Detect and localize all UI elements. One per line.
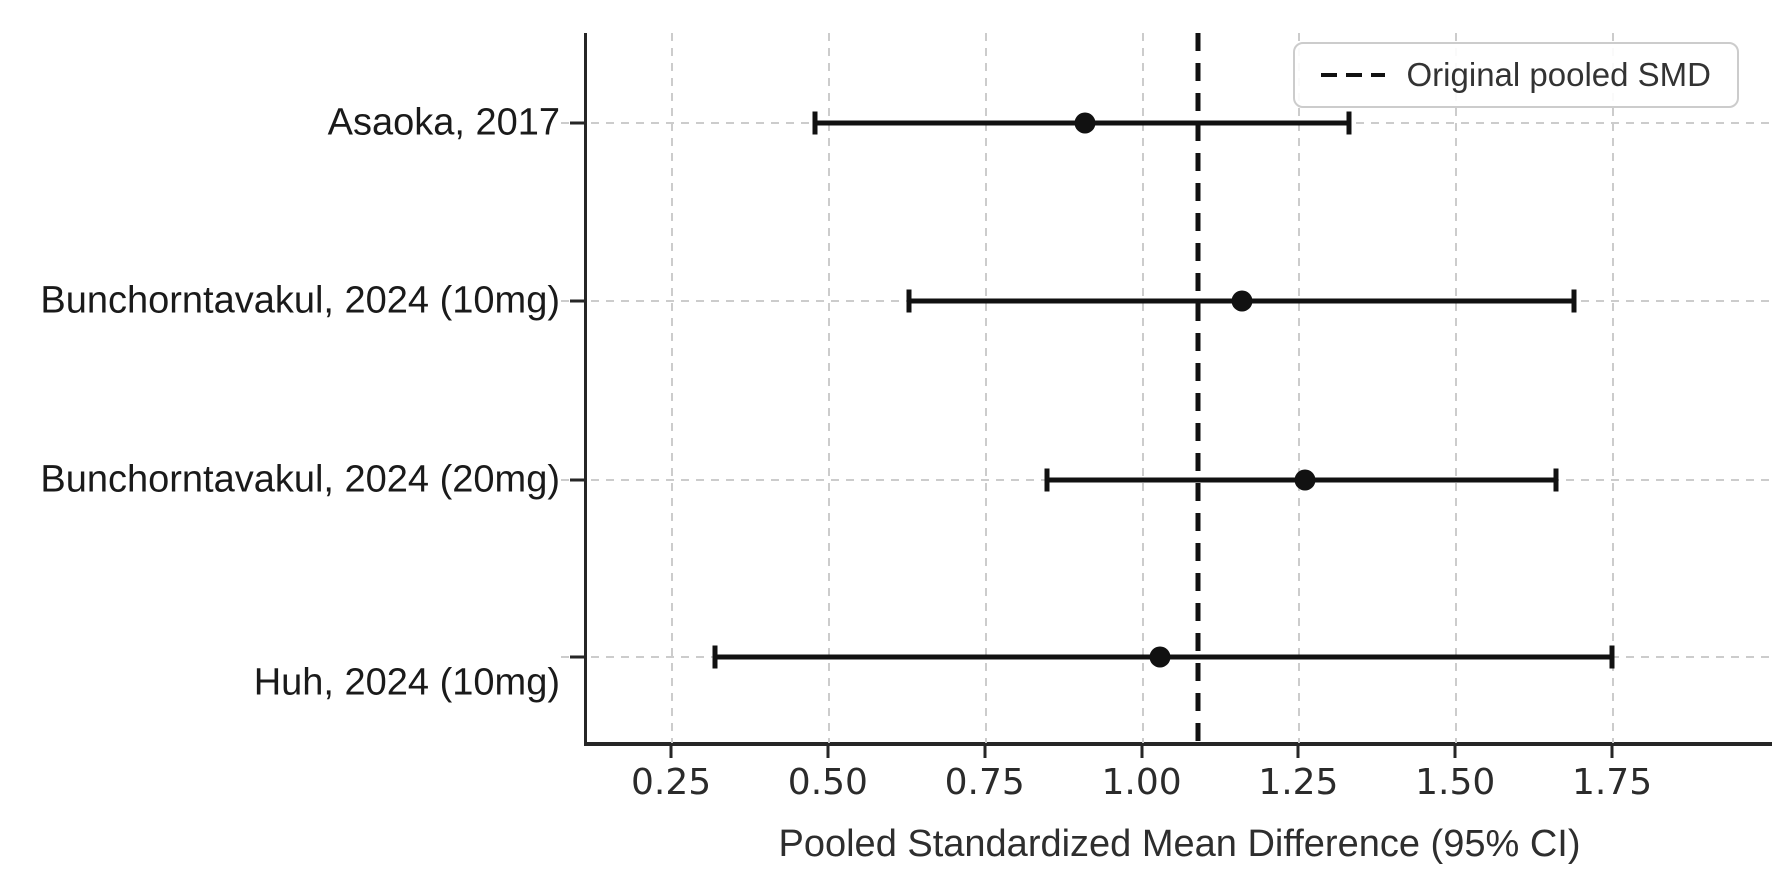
reference-line xyxy=(1195,33,1201,743)
x-tick-label: 0.25 xyxy=(630,762,712,803)
x-gridline xyxy=(1298,33,1301,743)
x-tick-mark xyxy=(669,746,673,758)
y-tick-mark xyxy=(570,121,585,125)
x-tick-mark xyxy=(1610,746,1614,758)
x-tick-mark xyxy=(1296,746,1300,758)
y-axis-spine xyxy=(584,33,587,745)
x-axis-spine xyxy=(584,742,1772,746)
ci-cap-low xyxy=(906,289,912,313)
x-tick-label: 0.75 xyxy=(944,762,1025,803)
x-gridline xyxy=(827,33,830,743)
y-tick-mark xyxy=(570,299,585,303)
x-gridline xyxy=(1455,33,1458,743)
x-tick-mark xyxy=(826,746,830,758)
ci-cap-high xyxy=(1346,111,1352,135)
dashed-line-icon xyxy=(1320,73,1385,77)
estimate-marker xyxy=(1074,112,1096,134)
x-gridline xyxy=(1612,33,1615,743)
ci-cap-low xyxy=(1044,468,1050,492)
estimate-marker xyxy=(1149,646,1171,668)
x-tick-label: 1.25 xyxy=(1258,762,1339,803)
y-axis-label: Asaoka, 2017 xyxy=(327,101,560,144)
plot-area: Original pooled SMD xyxy=(561,33,1772,743)
y-axis-label: Bunchorntavakul, 2024 (10mg) xyxy=(40,279,560,322)
estimate-marker xyxy=(1231,290,1253,312)
x-gridline xyxy=(984,33,987,743)
x-tick-mark xyxy=(1453,746,1457,758)
y-axis-labels: Asaoka, 2017 Bunchorntavakul, 2024 (10mg)… xyxy=(0,33,560,743)
x-tick-mark xyxy=(983,746,987,758)
ci-cap-high xyxy=(1553,468,1559,492)
y-tick-mark xyxy=(570,478,585,482)
ci-cap-high xyxy=(1571,289,1577,313)
x-tick-label: 1.00 xyxy=(1101,762,1182,803)
x-tick-label: 0.50 xyxy=(787,762,868,803)
ci-cap-low xyxy=(712,645,718,669)
x-gridline xyxy=(671,33,674,743)
y-tick-mark xyxy=(570,655,585,659)
y-axis-label: Bunchorntavakul, 2024 (20mg) xyxy=(40,458,560,501)
ci-cap-low xyxy=(812,111,818,135)
ci-cap-high xyxy=(1609,645,1615,669)
x-gridline xyxy=(1141,33,1144,743)
estimate-marker xyxy=(1294,469,1316,491)
y-axis-label: Huh, 2024 (10mg) xyxy=(253,661,560,704)
x-tick-label: 1.50 xyxy=(1415,762,1496,803)
x-axis-title: Pooled Standardized Mean Difference (95%… xyxy=(778,823,1581,865)
x-axis: 0.25 0.50 0.75 1.00 1.25 1.50 1.75 xyxy=(587,746,1772,821)
legend-label: Original pooled SMD xyxy=(1406,56,1711,93)
legend: Original pooled SMD xyxy=(1292,42,1739,108)
x-tick-label: 1.75 xyxy=(1571,762,1653,803)
x-tick-mark xyxy=(1140,746,1144,758)
